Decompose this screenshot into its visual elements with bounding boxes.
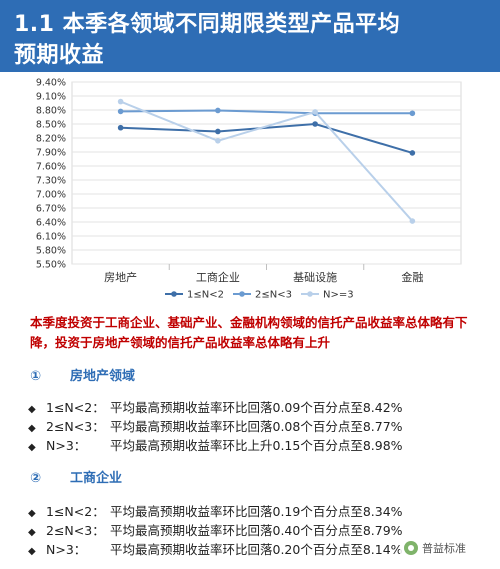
section-number: ① — [30, 369, 42, 384]
line-chart: 9.40% 9.10% 8.80% 8.50% 8.20% 7.90% 7.60% 7.30%… — [36, 78, 462, 301]
bullet-label: 2≤N<3： — [46, 419, 105, 434]
data-point — [215, 128, 221, 135]
page-title-line-1: 1.1 本季各领域不同期限类型产品平均 — [14, 12, 401, 37]
y-tick-label: 8.20% — [36, 134, 66, 145]
section-heading-industrial: ② 工商企业 — [30, 467, 122, 486]
y-tick-label: 6.10% — [36, 232, 66, 243]
title-banner: 1.1 本季各领域不同期限类型产品平均 预期收益 — [0, 0, 500, 72]
data-point — [215, 107, 221, 114]
diamond-bullet-icon: ◆ — [28, 404, 36, 415]
series-line — [120, 100, 414, 222]
bullet-item: ◆ N>3： 平均最高预期收益率环比回落0.20个百分点至8.14% — [28, 539, 403, 558]
y-tick-label: 7.60% — [36, 162, 66, 173]
diamond-bullet-icon: ◆ — [28, 508, 36, 519]
series-line — [120, 122, 413, 154]
bullet-label: N>3： — [46, 438, 87, 453]
y-tick-label: 7.90% — [36, 148, 66, 159]
section-title: 房地产领域 — [70, 369, 136, 384]
y-tick-label: 6.70% — [36, 204, 66, 215]
y-tick-label: 7.30% — [36, 176, 66, 187]
x-tick-label: 金融 — [401, 270, 423, 284]
y-tick-label: 8.50% — [36, 120, 66, 131]
data-point — [312, 121, 318, 127]
y-tick-label: 8.80% — [36, 106, 66, 117]
wechat-icon — [404, 541, 418, 555]
series-line — [120, 109, 413, 115]
data-point — [117, 108, 124, 115]
diamond-bullet-icon: ◆ — [28, 423, 36, 434]
bullet-item: ◆ 2≤N<3： 平均最高预期收益率环比回落0.08个百分点至8.77% — [28, 416, 403, 435]
bullet-item: ◆ 1≤N<2： 平均最高预期收益率环比回落0.19个百分点至8.34% — [28, 501, 403, 520]
bullet-label: 1≤N<2： — [46, 504, 105, 519]
data-point — [409, 150, 416, 156]
bullet-text: 平均最高预期收益率环比回落0.08个百分点至8.77% — [110, 419, 403, 434]
bullet-text: 平均最高预期收益率环比回落0.40个百分点至8.79% — [110, 523, 403, 538]
y-tick-label: 9.10% — [36, 92, 66, 103]
watermark: 普益标准 — [400, 537, 470, 559]
bullet-text: 平均最高预期收益率环比上升0.15个百分点至8.98% — [110, 438, 403, 453]
legend-label: N>=3 — [323, 290, 354, 301]
y-tick-label: 7.00% — [36, 190, 66, 201]
y-tick-label: 9.40% — [36, 78, 66, 89]
x-tick-label: 房地产 — [104, 270, 137, 284]
data-point — [117, 98, 124, 105]
bullet-label: 2≤N<3： — [46, 523, 105, 538]
legend-marker — [239, 291, 245, 297]
legend-label: 1≤N<2 — [187, 290, 224, 301]
legend-marker — [307, 291, 313, 297]
plot-area — [71, 81, 462, 265]
section-number: ② — [30, 471, 42, 486]
data-point — [215, 138, 221, 144]
bullet-label: 1≤N<2： — [46, 400, 105, 415]
y-tick-label: 6.40% — [36, 218, 66, 229]
x-tick-label: 工商企业 — [196, 270, 240, 284]
data-point — [312, 109, 318, 115]
bullet-item: ◆ 1≤N<2： 平均最高预期收益率环比回落0.09个百分点至8.42% — [28, 397, 403, 416]
summary-text: 本季度投资于工商企业、基础产业、金融机构领域的信托产品收益率总体略有下降，投资于… — [30, 315, 468, 350]
diamond-bullet-icon: ◆ — [28, 442, 36, 453]
bullet-item: ◆ N>3： 平均最高预期收益率环比上升0.15个百分点至8.98% — [28, 435, 403, 454]
bullet-item: ◆ 2≤N<3： 平均最高预期收益率环比回落0.40个百分点至8.79% — [28, 520, 403, 539]
data-point — [409, 110, 416, 117]
page-title-line-2: 预期收益 — [14, 43, 105, 68]
y-tick-label: 5.80% — [36, 246, 66, 257]
section-title: 工商企业 — [70, 471, 123, 486]
legend-marker — [171, 291, 177, 297]
data-point — [409, 218, 416, 224]
watermark-text: 普益标准 — [422, 542, 466, 555]
data-point — [117, 124, 124, 131]
legend-label: 2≤N<3 — [255, 290, 292, 301]
bullet-text: 平均最高预期收益率环比回落0.09个百分点至8.42% — [110, 400, 403, 415]
y-tick-label: 5.50% — [36, 260, 66, 271]
bullet-text: 平均最高预期收益率环比回落0.20个百分点至8.14% — [110, 542, 403, 557]
section-heading-real-estate: ① 房地产领域 — [30, 365, 135, 384]
x-tick-label: 基础设施 — [293, 271, 337, 284]
diamond-bullet-icon: ◆ — [28, 546, 36, 557]
diamond-bullet-icon: ◆ — [28, 527, 36, 538]
bullet-label: N>3： — [46, 542, 87, 557]
bullet-text: 平均最高预期收益率环比回落0.19个百分点至8.34% — [110, 504, 403, 519]
